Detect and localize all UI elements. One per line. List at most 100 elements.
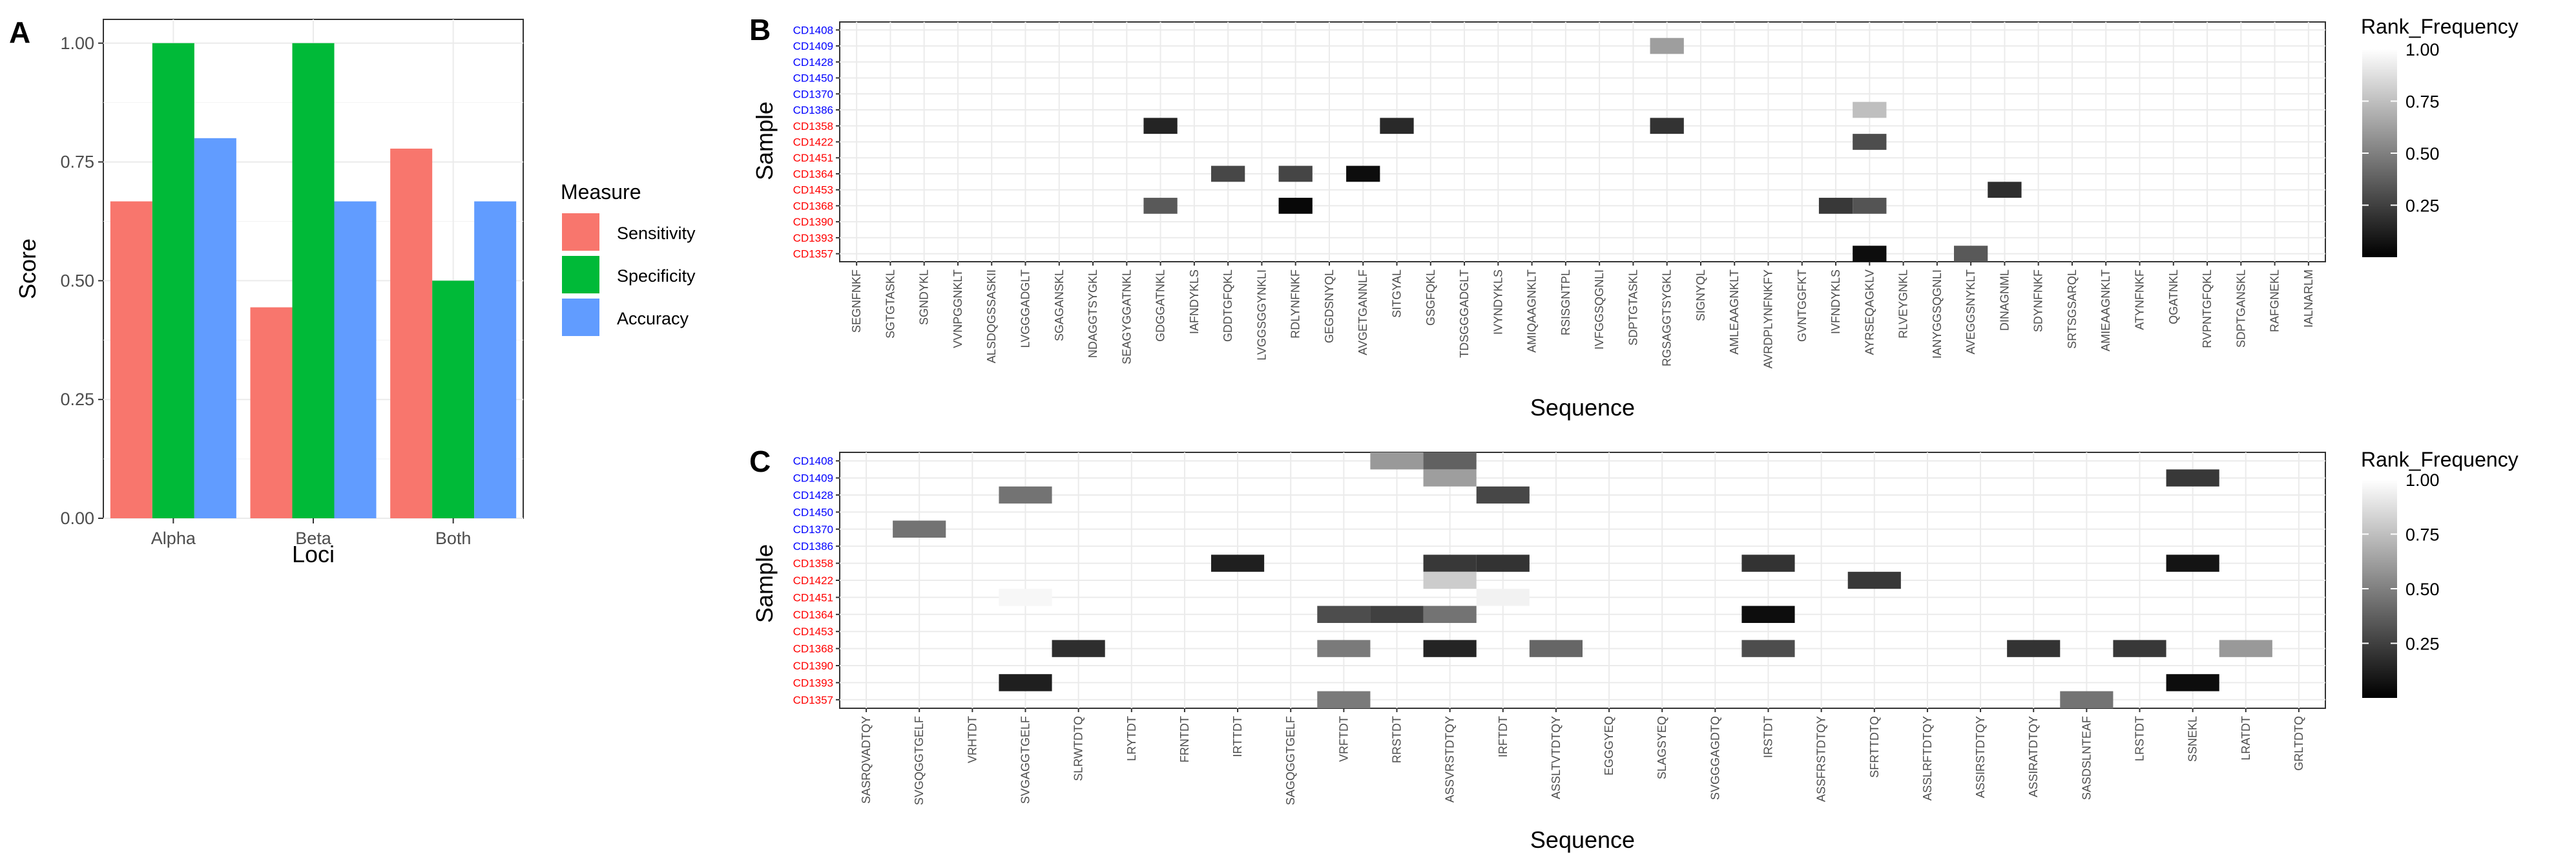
- heat-cell-cd1358-irttdt: [1211, 554, 1265, 572]
- legend-tick-label: 1.00: [2405, 470, 2440, 490]
- sequence-label-sdptgtaskl: SDPTGTASKL: [1626, 269, 1639, 346]
- sequence-label-svgaggtgelf: SVGAGGTGELF: [1019, 716, 1032, 804]
- heat-cell-cd1451-svgaggtgelf: [999, 589, 1052, 606]
- sample-label-cd1358: CD1358: [793, 558, 833, 570]
- legend-title-measure: Measure: [561, 180, 641, 204]
- sample-label-cd1370: CD1370: [793, 523, 833, 536]
- legend-c-title: Rank_Frequency: [2361, 448, 2519, 471]
- sequence-label-amleaagnklt: AMLEAAGNKLT: [1728, 269, 1741, 355]
- sequence-label-rrstdt: RRSTDT: [1391, 716, 1404, 763]
- panel-b-sequence-ticks: SEGNFNKF SGTGTASKL SGNDYKL VVNPGGNKLT ALSDQG…: [850, 262, 2315, 368]
- legend-c-ticks: 0.25 0.50 0.75 1.00: [2362, 470, 2440, 654]
- heat-cell-cd1393-ssnekl: [2166, 674, 2219, 691]
- sequence-label-lvgggadglt: LVGGGADGLT: [1019, 269, 1032, 348]
- heat-cell-cd1422-ayrseqagklv: [1853, 134, 1887, 150]
- panel-b-legend: Rank_Frequency 0.25 0.50 0.75 1.00: [2361, 15, 2519, 257]
- legend-label-specificity: Specificity: [617, 266, 696, 286]
- panel-a-y-tick-label: 1.00: [60, 34, 94, 53]
- sample-label-cd1428: CD1428: [793, 489, 833, 501]
- panel-b-y-axis-title: Sample: [751, 101, 778, 180]
- heat-cell-cd1409-ssnekl: [2166, 469, 2219, 487]
- bar-accuracy-alpha: [194, 138, 236, 519]
- panel-c-x-axis-title: Sequence: [1530, 827, 1635, 853]
- sequence-label-lratdt: LRATDT: [2239, 716, 2252, 761]
- panel-c-sequence-ticks: SASRQVADTQY SVGQGGTGELF VRHTDT SVGAGGTGELF S…: [860, 708, 2305, 805]
- sequence-label-sgtgtaskl: SGTGTASKL: [884, 269, 897, 339]
- sequence-label-sitgyal: SITGYAL: [1391, 269, 1404, 318]
- bar-sensitivity-alpha: [110, 201, 152, 518]
- legend-tick-label: 1.00: [2405, 40, 2440, 59]
- sequence-label-gvntggfkt: GVNTGGFKT: [1796, 269, 1809, 342]
- sequence-label-sagqggtgelf: SAGQGGTGELF: [1284, 716, 1297, 805]
- heat-cell-cd1409-assvrstdtqy: [1423, 469, 1477, 487]
- heat-cell-cd1368-rdlynfnkf: [1278, 198, 1313, 214]
- heat-cell-cd1357-sasdslnteaf: [2060, 691, 2114, 708]
- legend-tick-label: 0.25: [2405, 635, 2440, 654]
- heat-cell-cd1358-gdggatnkl: [1143, 118, 1178, 134]
- panel-label-b: B: [749, 13, 771, 47]
- panel-a-x-axis-title: Loci: [292, 541, 335, 567]
- sequence-label-assirstdtqy: ASSIRSTDTQY: [1974, 716, 1987, 798]
- sequence-label-sfrttdtq: SFRTTDTQ: [1868, 716, 1881, 778]
- sequence-label-seagyggatnkl: SEAGYGGATNKL: [1120, 269, 1133, 364]
- panel-c-y-axis-title: Sample: [751, 544, 778, 623]
- sequence-label-lrstdt: LRSTDT: [2134, 716, 2146, 761]
- sequence-label-gddtgfqkl: GDDTGFQKL: [1221, 269, 1234, 342]
- panel-c-legend: Rank_Frequency 0.25 0.50 0.75 1.00: [2361, 448, 2519, 698]
- sequence-label-sasdslnteaf: SASDSLNTEAF: [2080, 716, 2093, 800]
- heat-cell-cd1358-ssnekl: [2166, 554, 2219, 572]
- sample-label-cd1390: CD1390: [793, 216, 833, 228]
- legend-b-ticks: 0.25 0.50 0.75 1.00: [2362, 40, 2440, 216]
- heat-cell-cd1408-assvrstdtqy: [1423, 452, 1477, 470]
- panel-a: A 0.00 0.25 0.50 0.75 1.00 Alpha Beta Both Sco…: [9, 16, 696, 567]
- sample-label-cd1450: CD1450: [793, 506, 833, 518]
- panel-c-gridlines: [840, 452, 2325, 708]
- heat-cell-cd1364-rrstdt: [1370, 606, 1424, 623]
- legend-tick-label: 0.50: [2405, 144, 2440, 163]
- heat-cell-cd1428-svgaggtgelf: [999, 486, 1052, 504]
- panel-b-gridlines: [840, 22, 2325, 262]
- sequence-label-ianyggsqgnli: IANYGGSQGNLI: [1931, 269, 1944, 359]
- heat-cell-cd1364-gddtgfqkl: [1211, 165, 1245, 182]
- heat-cell-cd1368-irstdt: [1741, 640, 1795, 657]
- sample-label-cd1409: CD1409: [793, 472, 833, 485]
- heat-cell-cd1368-lrstdt: [2113, 640, 2166, 657]
- sequence-label-rvpntgfqkl: RVPNTGFQKL: [2201, 269, 2214, 348]
- sequence-label-lrytdt: LRYTDT: [1125, 716, 1138, 761]
- panel-c: C CD1408CD1409CD1428CD1450CD1370CD1386CD…: [749, 445, 2519, 853]
- sample-label-cd1409: CD1409: [793, 40, 833, 52]
- heat-cell-cd1451-irftdt: [1476, 589, 1530, 606]
- panel-c-sample-ticks: CD1408 CD1409 CD1428 CD1450 CD1370 CD1386 CD13…: [793, 455, 840, 706]
- heat-cell-cd1364-rdlynfnkf: [1278, 165, 1313, 182]
- heat-cell-cd1364-irstdt: [1741, 606, 1795, 623]
- panel-label-a: A: [9, 16, 30, 49]
- sample-label-cd1428: CD1428: [793, 56, 833, 68]
- sample-label-cd1408: CD1408: [793, 455, 833, 467]
- panel-label-c: C: [749, 445, 771, 478]
- sample-label-cd1358: CD1358: [793, 120, 833, 132]
- sequence-label-vvnpggnklt: VVNPGGNKLT: [951, 269, 964, 348]
- sample-label-cd1453: CD1453: [793, 184, 833, 196]
- sample-label-cd1422: CD1422: [793, 574, 833, 587]
- heat-cell-cd1358-assvrstdtqy: [1423, 554, 1477, 572]
- sample-label-cd1450: CD1450: [793, 72, 833, 85]
- heat-cell-cd1364-vrftdt: [1317, 606, 1371, 623]
- sequence-label-slrwtdtq: SLRWTDTQ: [1072, 716, 1085, 781]
- sample-label-cd1390: CD1390: [793, 660, 833, 672]
- sequence-label-assiratdtqy: ASSIRATDTQY: [2027, 716, 2040, 797]
- sample-label-cd1364: CD1364: [793, 168, 833, 180]
- heat-cell-cd1368-assvrstdtqy: [1423, 640, 1477, 657]
- sequence-label-ayrseqagklv: AYRSEQAGKLV: [1863, 269, 1876, 355]
- sequence-label-atynfnkf: ATYNFNKF: [2134, 269, 2146, 330]
- sequence-label-assvrstdtqy: ASSVRSTDTQY: [1444, 716, 1457, 803]
- sequence-label-rlveygnkl: RLVEYGNKL: [1897, 269, 1910, 339]
- sequence-label-ialnarlm: IALNARLM: [2302, 269, 2315, 328]
- panel-a-bars: [110, 43, 517, 519]
- bar-specificity-alpha: [152, 43, 194, 518]
- heat-cell-cd1370-svgqggtgelf: [893, 520, 946, 538]
- sequence-label-vrhtdt: VRHTDT: [966, 716, 979, 763]
- sequence-label-sdynfnkf: SDYNFNKF: [2032, 269, 2045, 332]
- sequence-label-sdptganskl: SDPTGANSKL: [2234, 269, 2247, 348]
- panel-a-x-tick-label: Alpha: [151, 529, 196, 548]
- heat-cell-cd1422-assvrstdtqy: [1423, 571, 1477, 589]
